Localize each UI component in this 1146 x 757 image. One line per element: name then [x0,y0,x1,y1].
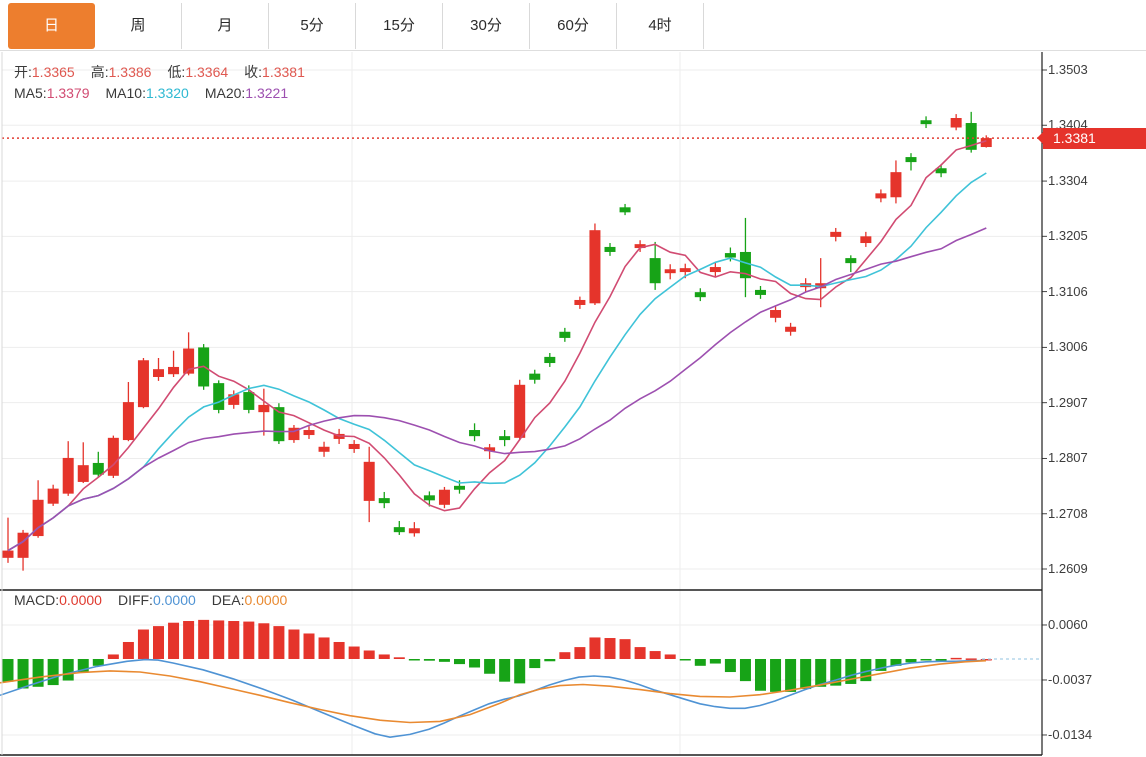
macd-axis-label: 0.0060 [1048,616,1088,632]
high-value: 1.3386 [108,64,152,80]
ma-readout: MA5:1.3379 MA10:1.3320 MA20:1.3221 [14,85,304,101]
ma20-value: 1.3221 [245,85,289,101]
ma10-value: 1.3320 [145,85,189,101]
price-axis-label: 1.3205 [1048,228,1088,244]
current-price-tag: 1.3381 [1037,127,1146,149]
ma10-label: MA10: [105,85,146,101]
ma5-value: 1.3379 [46,85,90,101]
current-price-value: 1.3381 [1053,129,1096,146]
low-label: 低: [167,64,186,80]
macd-readout: MACD:0.0000 DIFF:0.0000 DEA:0.0000 [14,592,303,608]
close-label: 收: [244,64,263,80]
macd-axis-label: -0.0134 [1048,726,1093,742]
tab-week[interactable]: 周 [95,3,182,49]
tab-60min[interactable]: 60分 [530,3,617,49]
low-value: 1.3364 [185,64,229,80]
open-label: 开: [14,64,32,80]
ma20-label: MA20: [204,85,246,101]
tab-15min[interactable]: 15分 [356,3,443,49]
tab-day[interactable]: 日 [8,3,95,49]
close-value: 1.3381 [262,64,305,80]
price-axis-label: 1.2807 [1048,450,1088,466]
tab-5min[interactable]: 5分 [269,3,356,49]
macd-label: MACD: [14,592,60,608]
diff-label: DIFF: [117,592,153,608]
price-axis-label: 1.3503 [1048,62,1088,77]
ma5-label: MA5: [14,85,47,101]
tab-4hour[interactable]: 4时 [617,3,704,49]
dea-label: DEA: [211,592,245,608]
tab-30min[interactable]: 30分 [443,3,530,49]
dea-value: 0.0000 [244,592,288,608]
price-axis-label: 1.3106 [1048,283,1088,299]
price-axis-label: 1.2609 [1048,561,1088,576]
macd-value: 0.0000 [59,592,102,608]
diff-value: 0.0000 [152,592,196,608]
price-axis-label: 1.3006 [1048,339,1088,355]
price-axis-label: 1.2907 [1048,394,1088,410]
tab-underline [0,50,1146,51]
high-label: 高: [90,64,109,80]
macd-axis-label: -0.0037 [1048,671,1093,687]
price-axis-label: 1.3304 [1048,173,1088,189]
open-value: 1.3365 [31,64,75,80]
interval-tab-bar: 日周月 5分 15分 30分 60分 4时 [8,3,704,49]
ohlc-readout: 开:1.3365 高:1.3386 低:1.3364 收:1.3381 [14,62,321,82]
tab-month[interactable]: 月 [182,3,269,49]
price-axis-label: 1.2708 [1048,505,1088,521]
